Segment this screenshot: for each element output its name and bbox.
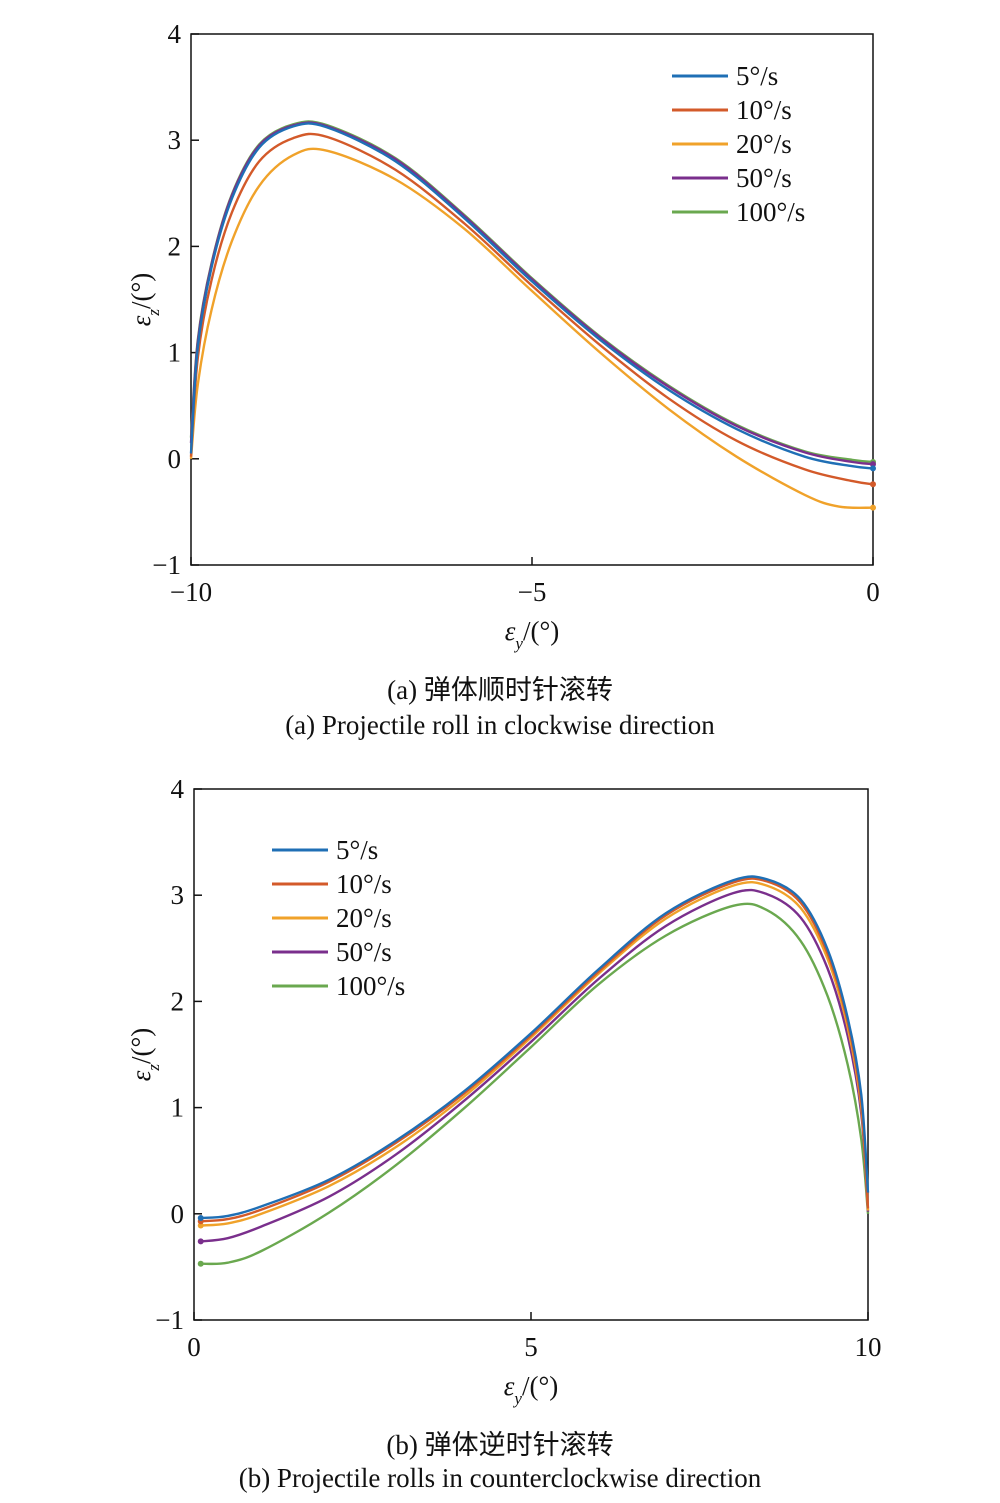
legend-label: 50°/s (336, 937, 392, 967)
legend-label: 10°/s (336, 869, 392, 899)
legend: 5°/s 10°/s 20°/s 50°/s 100°/s (272, 835, 405, 1001)
legend-label: 20°/s (736, 129, 792, 159)
y-tick-label: −1 (152, 550, 181, 580)
series-start-point (870, 504, 876, 511)
x-tick-label: 10 (855, 1332, 882, 1362)
series-start-point (197, 1215, 204, 1222)
caption-b-chinese: (b) 弹体逆时针滚转 (386, 1430, 614, 1460)
x-axis-label: εy/(°) (505, 616, 559, 653)
legend-label: 100°/s (336, 971, 405, 1001)
series-start-point (197, 1260, 204, 1267)
x-axis-label: εy/(°) (504, 1371, 558, 1408)
y-tick-label: 4 (168, 19, 182, 49)
x-tick-label: −5 (518, 577, 547, 607)
series-line-100deg-s (200, 902, 870, 1266)
series-start-point (870, 461, 876, 468)
legend-label: 5°/s (736, 61, 778, 91)
series-start-point (197, 1238, 204, 1245)
caption-b-english: (b) Projectile rolls in counterclockwise… (238, 1463, 762, 1493)
series-line-10deg-s (200, 877, 870, 1223)
y-tick-label: 3 (168, 125, 182, 155)
y-tick-label: 2 (171, 986, 185, 1016)
chart-a: −10 −5 0−101234εy/(°)εz/(°)5°/s10°/s20°/s5… (126, 19, 880, 653)
y-tick-label: 0 (168, 444, 182, 474)
plot-frame (193, 788, 869, 1321)
legend-label: 20°/s (336, 903, 392, 933)
series-line-50deg-s (200, 888, 870, 1243)
y-tick-label: −1 (155, 1305, 184, 1335)
x-tick-label: −10 (170, 577, 212, 607)
x-tick-label: 5 (524, 1332, 538, 1362)
series-start-point (870, 481, 876, 488)
y-axis-label: εz/(°) (126, 273, 163, 327)
series-line-5deg-s (200, 875, 870, 1220)
legend-label: 5°/s (336, 835, 378, 865)
caption-a-english: (a) Projectile roll in clockwise directi… (285, 710, 715, 740)
x-tick-label: 0 (866, 577, 880, 607)
series-start-point (197, 1222, 204, 1229)
y-tick-label: 3 (171, 880, 185, 910)
x-tick-label: 0 (187, 1332, 201, 1362)
y-tick-label: 0 (171, 1199, 185, 1229)
y-tick-label: 4 (171, 774, 185, 804)
series-line-20deg-s (200, 880, 870, 1227)
y-axis-label: εz/(°) (126, 1028, 163, 1082)
series-line-20deg-s (189, 147, 874, 510)
series-line-10deg-s (189, 132, 874, 486)
series-start-point (870, 465, 876, 472)
chart-b: 0 5 10−101234εy/(°)εz/(°)5°/s10°/s20°/s50°… (126, 774, 882, 1408)
y-tick-label: 1 (171, 1093, 185, 1123)
legend-label: 100°/s (736, 197, 805, 227)
series-line-5deg-s (189, 122, 874, 470)
y-tick-label: 2 (168, 231, 182, 261)
legend-label: 50°/s (736, 163, 792, 193)
legend: 5°/s 10°/s 20°/s 50°/s 100°/s (672, 61, 805, 227)
legend-label: 10°/s (736, 95, 792, 125)
caption-a-chinese: (a) 弹体顺时针滚转 (387, 675, 613, 705)
y-tick-label: 1 (168, 338, 182, 368)
